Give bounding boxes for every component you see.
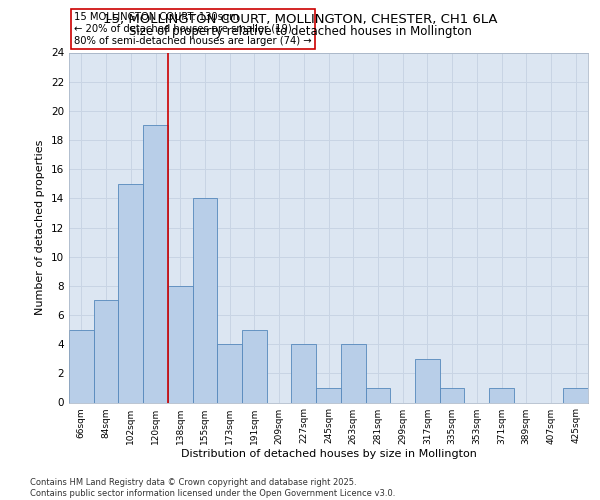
- Bar: [94, 300, 118, 402]
- Bar: [292, 344, 316, 403]
- Bar: [316, 388, 341, 402]
- X-axis label: Distribution of detached houses by size in Mollington: Distribution of detached houses by size …: [181, 450, 476, 460]
- Bar: [489, 388, 514, 402]
- Bar: [217, 344, 242, 403]
- Bar: [143, 126, 168, 402]
- Bar: [563, 388, 588, 402]
- Text: Contains HM Land Registry data © Crown copyright and database right 2025.
Contai: Contains HM Land Registry data © Crown c…: [30, 478, 395, 498]
- Bar: [118, 184, 143, 402]
- Text: Size of property relative to detached houses in Mollington: Size of property relative to detached ho…: [128, 25, 472, 38]
- Text: 15 MOLLINGTON COURT: 130sqm
← 20% of detached houses are smaller (19)
80% of sem: 15 MOLLINGTON COURT: 130sqm ← 20% of det…: [74, 12, 312, 46]
- Text: 15, MOLLINGTON COURT, MOLLINGTON, CHESTER, CH1 6LA: 15, MOLLINGTON COURT, MOLLINGTON, CHESTE…: [103, 12, 497, 26]
- Bar: [168, 286, 193, 403]
- Bar: [193, 198, 217, 402]
- Bar: [69, 330, 94, 402]
- Bar: [440, 388, 464, 402]
- Bar: [415, 359, 440, 403]
- Y-axis label: Number of detached properties: Number of detached properties: [35, 140, 46, 315]
- Bar: [341, 344, 365, 403]
- Bar: [242, 330, 267, 402]
- Bar: [365, 388, 390, 402]
